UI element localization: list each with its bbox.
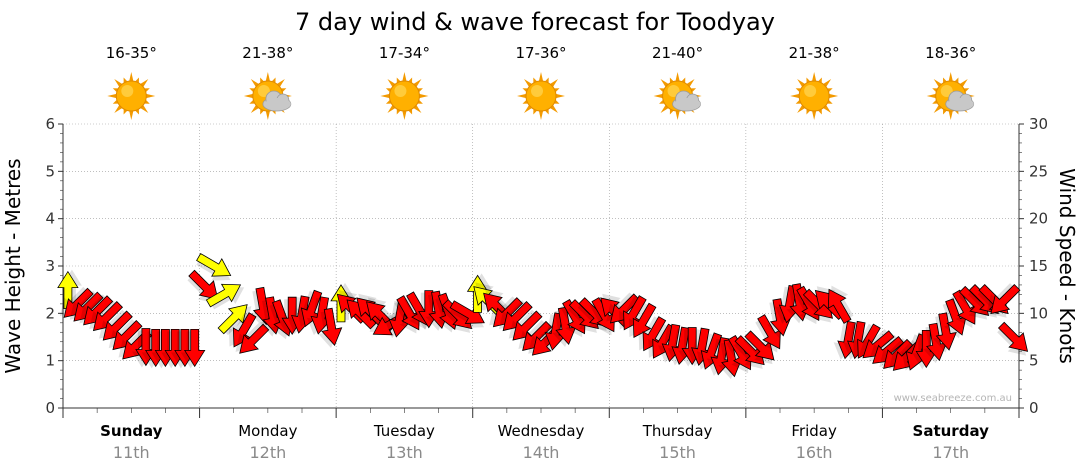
sun-cloud-icon bbox=[243, 72, 292, 120]
temperature-range: 17-34° bbox=[379, 44, 430, 62]
day-label: Thursday bbox=[642, 422, 713, 440]
wind-arrow bbox=[997, 321, 1029, 356]
wind-arrow bbox=[449, 300, 485, 328]
wind-arrow bbox=[187, 269, 219, 304]
wind-arrow bbox=[217, 304, 252, 336]
y2-axis-title: Wind Speed - Knots bbox=[1055, 168, 1079, 364]
grid bbox=[63, 123, 1019, 408]
y-tick-label: 4 bbox=[45, 210, 55, 228]
temperature-range: 17-36° bbox=[515, 44, 566, 62]
y-tick-label: 2 bbox=[45, 304, 55, 322]
sun-icon bbox=[790, 72, 839, 120]
wind-arrow bbox=[932, 312, 957, 353]
y-tick-label: 1 bbox=[45, 352, 55, 370]
sun-cloud-icon bbox=[926, 72, 975, 120]
temperature-range: 21-38° bbox=[242, 44, 293, 62]
wind-arrow bbox=[923, 322, 948, 364]
wind-arrow bbox=[318, 307, 343, 348]
wind-arrow bbox=[743, 330, 775, 365]
wind-arrow bbox=[228, 312, 257, 348]
wind-arrow bbox=[180, 328, 206, 369]
y-tick-label: 6 bbox=[45, 115, 55, 133]
wind-arrow bbox=[552, 306, 577, 347]
date-label: 13th bbox=[386, 443, 423, 462]
sun-icon bbox=[517, 72, 565, 120]
sun-cloud-icon bbox=[653, 72, 702, 120]
wind-arrow bbox=[394, 295, 420, 334]
wind-arrow bbox=[827, 285, 854, 324]
wind-arrow bbox=[986, 283, 1021, 315]
day-label: Tuesday bbox=[373, 422, 435, 440]
chart-title: 7 day wind & wave forecast for Toodyay bbox=[295, 8, 775, 36]
date-label: 11th bbox=[113, 443, 150, 462]
sun-icon bbox=[107, 72, 156, 120]
wind-arrow bbox=[235, 322, 270, 354]
day-label: Sunday bbox=[100, 422, 163, 440]
temperature-range: 21-40° bbox=[652, 44, 703, 62]
wind-arrow bbox=[638, 316, 667, 352]
day-label: Monday bbox=[238, 422, 297, 440]
wind-arrow bbox=[205, 283, 245, 310]
wind-arrow bbox=[628, 302, 657, 339]
wind-arrow bbox=[755, 314, 781, 353]
axes: 0 01 52 103 154 205 256 30 bbox=[45, 115, 1048, 418]
wind-arrows bbox=[57, 252, 1029, 380]
sun-icon bbox=[380, 72, 429, 120]
y2-tick-label: 5 bbox=[1029, 352, 1039, 370]
temperature-range: 18-36° bbox=[925, 44, 976, 62]
y2-tick-label: 10 bbox=[1029, 304, 1048, 322]
day-label: Wednesday bbox=[498, 422, 585, 440]
y-tick-label: 0 bbox=[45, 399, 55, 417]
wind-arrow bbox=[508, 309, 543, 341]
y2-tick-label: 0 bbox=[1029, 399, 1039, 417]
y-axis-title: Wave Height - Metres bbox=[1, 158, 25, 373]
date-label: 17th bbox=[932, 443, 969, 462]
temperature-range: 21-38° bbox=[789, 44, 840, 62]
wind-arrow bbox=[733, 335, 765, 369]
wind-arrow bbox=[718, 338, 743, 380]
y2-tick-label: 20 bbox=[1029, 210, 1048, 228]
date-label: 14th bbox=[523, 443, 560, 462]
y-tick-label: 5 bbox=[45, 162, 55, 180]
daily-forecast-row: 16-35° 21-38° 17-34° 17-36° 21-40° 21-38° 18-3… bbox=[106, 44, 976, 120]
wind-arrow bbox=[540, 312, 566, 352]
day-label: Saturday bbox=[913, 422, 990, 440]
date-label: 12th bbox=[249, 443, 286, 462]
wind-arrow bbox=[942, 298, 967, 339]
date-label: 16th bbox=[796, 443, 833, 462]
date-label: 15th bbox=[659, 443, 696, 462]
day-label: Friday bbox=[791, 422, 837, 440]
y2-tick-label: 25 bbox=[1029, 162, 1048, 180]
credit-text: www.seabreeze.com.au bbox=[894, 393, 1012, 404]
x-axis-labels: Sunday 11th Monday 12th Tuesday 13th Wednesday… bbox=[100, 422, 989, 462]
wind-arrow bbox=[589, 297, 615, 336]
y-tick-label: 3 bbox=[45, 257, 55, 275]
wind-arrow bbox=[619, 295, 647, 331]
y2-tick-label: 30 bbox=[1029, 115, 1048, 133]
wind-arrow bbox=[950, 289, 976, 328]
y2-tick-label: 15 bbox=[1029, 257, 1048, 275]
wind-arrow bbox=[196, 252, 232, 281]
temperature-range: 16-35° bbox=[106, 44, 157, 62]
